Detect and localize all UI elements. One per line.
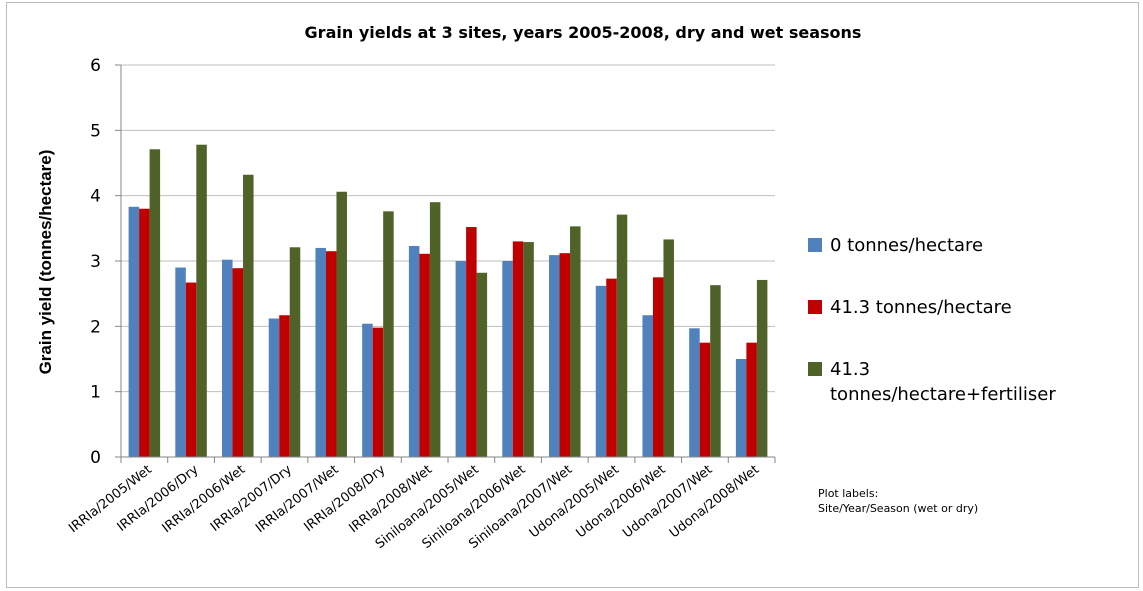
bar-series2-8 (523, 242, 534, 457)
legend-swatch-41-3-tonnes-fertiliser (808, 362, 822, 376)
bar-series1-11 (652, 277, 664, 457)
chart-title: Grain yields at 3 sites, years 2005-2008… (305, 23, 862, 42)
bar-series0-8 (502, 261, 513, 457)
bar-series2-6 (429, 202, 441, 457)
bar-series1-12 (699, 342, 711, 457)
y-tick-label-1: 1 (90, 383, 101, 403)
x-tick-label-0: IRRIa/2005/Wet (66, 462, 155, 536)
bar-series0-12 (689, 328, 700, 457)
bar-series0-13 (735, 359, 747, 457)
bar-series2-10 (616, 214, 628, 457)
x-tick-label-1: IRRIa/2006/Dry (115, 462, 202, 535)
bar-series0-4 (315, 247, 326, 457)
gridlines (121, 64, 775, 393)
y-tick-label-0: 0 (90, 448, 101, 468)
plot-labels-note-line1: Plot labels: (818, 487, 879, 500)
bar-series1-2 (232, 268, 244, 457)
bar-series1-13 (746, 342, 757, 457)
bar-series2-11 (663, 239, 674, 457)
y-tick-labels: 0 1 2 3 4 5 6 (90, 56, 101, 468)
bar-series2-5 (383, 211, 394, 457)
bar-series0-1 (175, 267, 186, 457)
x-tick-label-4: IRRIa/2007/Wet (253, 462, 342, 536)
bar-series0-7 (455, 261, 467, 457)
x-tick-label-5: IRRIa/2008/Dry (301, 462, 388, 535)
legend-item-41-3-tonnes: 41.3 tonnes/hectare (808, 295, 1143, 320)
bar-series2-4 (336, 191, 347, 457)
axes (115, 64, 776, 463)
bar-series2-1 (196, 144, 207, 457)
x-tick-label-2: IRRIa/2006/Wet (160, 462, 249, 536)
bar-series2-0 (149, 149, 161, 457)
x-tick-label-3: IRRIa/2007/Dry (208, 462, 295, 535)
bar-series0-3 (268, 318, 280, 457)
bar-series0-0 (128, 206, 140, 457)
bar-series1-1 (185, 282, 197, 457)
y-tick-label-5: 5 (90, 121, 101, 141)
bar-series1-0 (139, 208, 150, 457)
legend-item-41-3-tonnes-fertiliser: 41.3 tonnes/hectare+fertiliser (808, 357, 1056, 407)
bar-series0-11 (642, 315, 653, 457)
bar-series2-2 (243, 174, 254, 457)
bar-series2-3 (289, 247, 301, 457)
y-tick-label-6: 6 (90, 56, 101, 76)
bar-series0-2 (222, 259, 233, 457)
legend-label-0-tonnes: 0 tonnes/hectare (830, 235, 984, 256)
y-tick-label-3: 3 (90, 252, 101, 272)
bar-series2-7 (476, 272, 488, 457)
bar-series0-6 (408, 245, 420, 457)
legend-item-0-tonnes: 0 tonnes/hectare (808, 233, 1143, 258)
bar-series1-8 (512, 241, 524, 457)
bar-series1-7 (466, 227, 477, 457)
y-tick-label-4: 4 (90, 187, 101, 207)
bar-series0-10 (595, 285, 607, 457)
bar-series2-9 (570, 226, 581, 457)
y-axis-label: Grain yield (tonnes/hectare) (36, 150, 55, 375)
bars (128, 144, 768, 457)
plot-labels-note-line2: Site/Year/Season (wet or dry) (818, 502, 979, 515)
bar-series2-12 (710, 285, 721, 457)
bar-series0-5 (362, 323, 373, 457)
x-tick-labels: IRRIa/2005/WetIRRIa/2006/DryIRRIa/2006/W… (66, 462, 762, 552)
bar-series1-5 (372, 327, 384, 457)
bar-series1-6 (419, 253, 430, 457)
bar-series1-3 (279, 315, 290, 457)
legend-label-41-3-tonnes: 41.3 tonnes/hectare (830, 297, 1012, 318)
y-tick-label-2: 2 (90, 317, 101, 337)
legend-swatch-0-tonnes (808, 238, 822, 252)
bar-series0-9 (549, 255, 560, 457)
bar-series1-10 (606, 278, 617, 457)
plot-labels-note: Plot labels: Site/Year/Season (wet or dr… (818, 486, 978, 516)
bar-series2-13 (756, 279, 768, 457)
bar-series1-4 (325, 251, 337, 457)
bar-series1-9 (559, 253, 571, 457)
legend-swatch-41-3-tonnes (808, 300, 822, 314)
legend-label-41-3-tonnes-fertiliser: 41.3 tonnes/hectare+fertiliser (830, 359, 1056, 405)
